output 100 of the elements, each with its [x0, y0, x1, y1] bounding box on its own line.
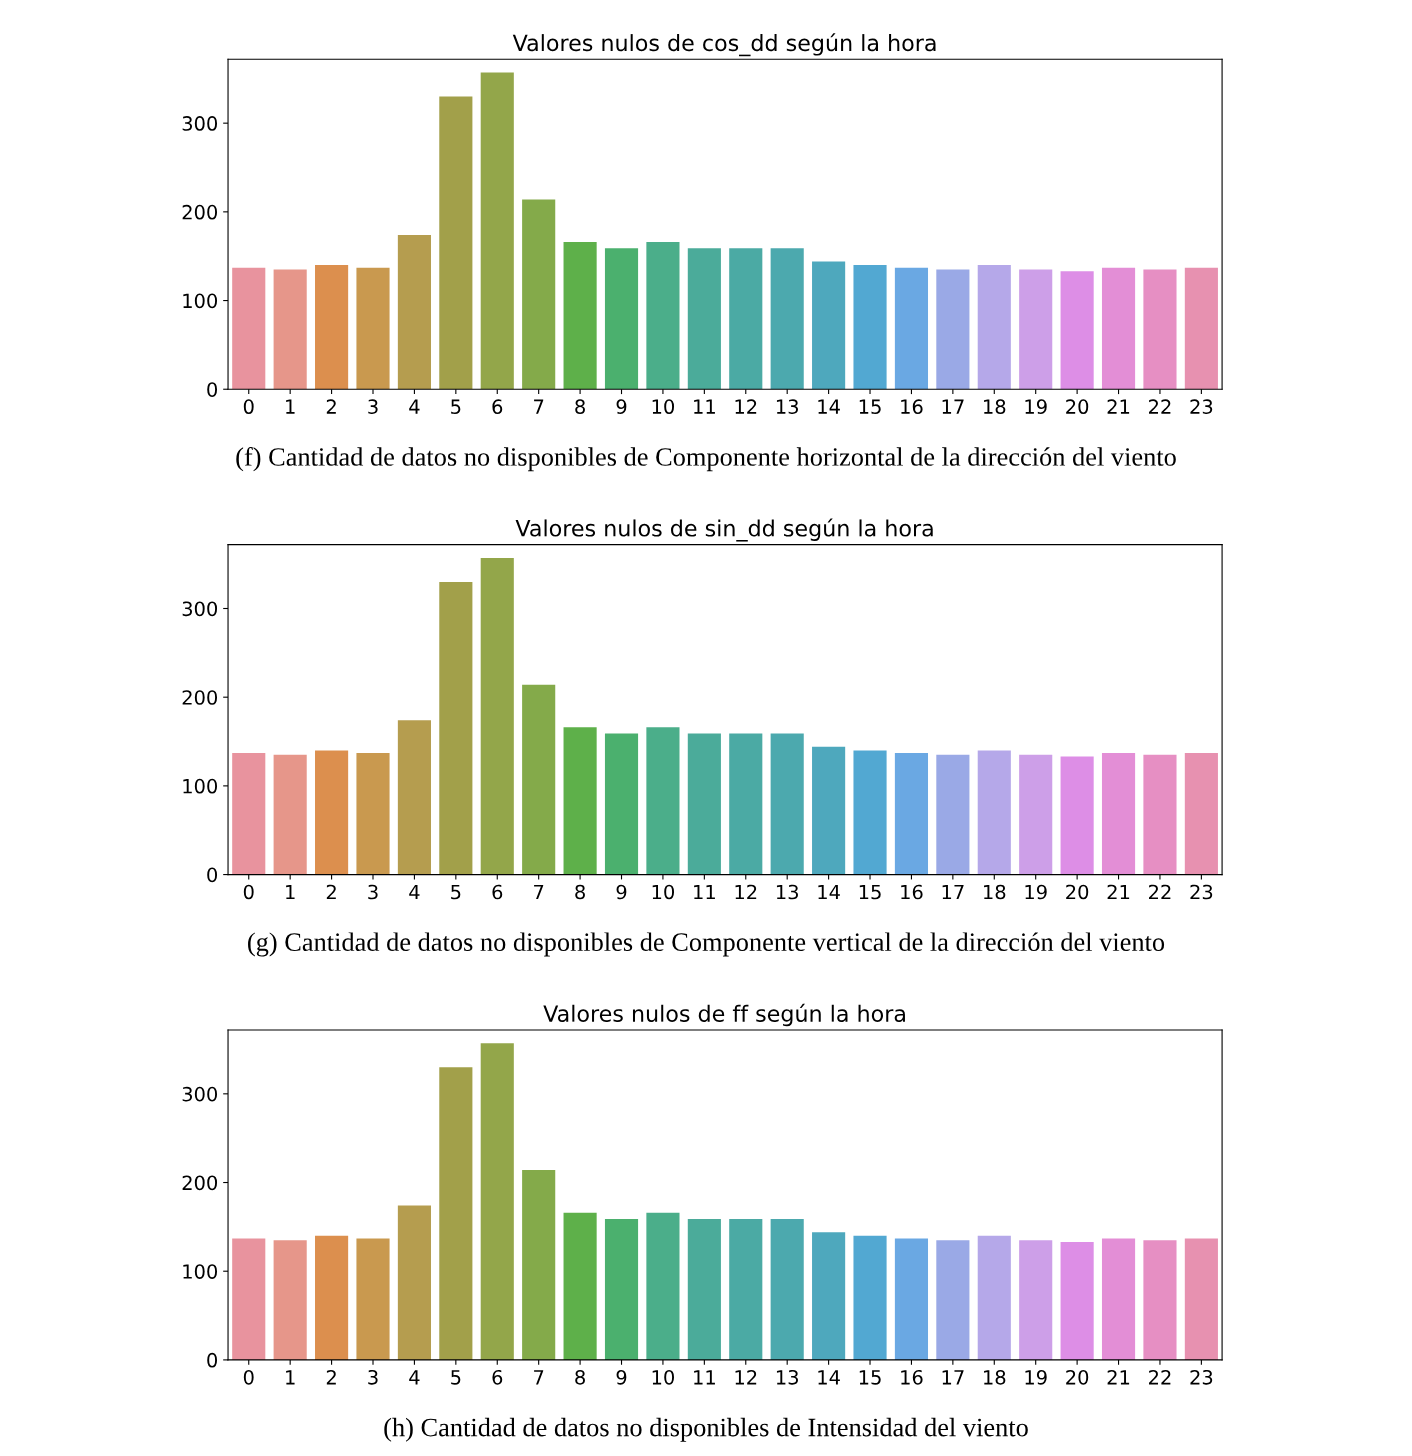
bar	[1143, 269, 1177, 390]
x-tick-label: 19	[1025, 399, 1047, 415]
text: (h) Cantidad de datos no disponibles de Intensidad del viento	[384, 1417, 1028, 1442]
x-tick-label: 20	[1066, 399, 1089, 415]
x-tick-label: 2	[326, 399, 336, 414]
x-tick-label: 1	[286, 884, 295, 900]
bar	[356, 1238, 390, 1360]
x-tick-label: 23	[1190, 399, 1213, 415]
bar	[604, 1218, 639, 1360]
bar	[273, 1240, 307, 1360]
bar	[1184, 753, 1218, 875]
bar	[894, 1238, 929, 1360]
bar	[770, 248, 804, 390]
bar	[1143, 754, 1177, 875]
x-tick-label: 14	[818, 399, 840, 414]
bar	[480, 557, 514, 875]
x-tick-label: 4	[409, 1370, 420, 1385]
bar	[315, 750, 349, 875]
bar	[1143, 1240, 1177, 1360]
x-tick-label: 17	[942, 1370, 964, 1385]
bar	[770, 733, 804, 875]
x-tick-label: 18	[984, 884, 1006, 900]
chart-title: Valores nulos de ff según la hora	[543, 1003, 905, 1027]
x-tick-label: 10	[652, 1369, 675, 1385]
bar	[232, 1238, 266, 1360]
x-tick-label: 22	[1149, 399, 1171, 414]
bar	[977, 1235, 1011, 1360]
y-tick-label: 200	[182, 690, 218, 705]
x-tick-label: 3	[368, 399, 378, 415]
bar	[604, 733, 639, 875]
bar	[936, 269, 970, 390]
bar	[894, 753, 929, 875]
x-tick-label: 0	[243, 399, 254, 415]
x-tick-label: 8	[575, 1369, 585, 1385]
x-tick-label: 22	[1149, 884, 1171, 900]
x-tick-label: 9	[616, 1369, 627, 1385]
x-tick-label: 6	[492, 884, 503, 900]
bar	[1184, 267, 1218, 390]
bar	[729, 1218, 763, 1360]
bar	[977, 265, 1011, 390]
x-tick-label: 3	[368, 884, 378, 900]
x-tick-label: 12	[735, 884, 757, 900]
x-tick-label: 0	[243, 884, 254, 900]
y-tick-label: 100	[183, 1264, 218, 1279]
x-tick-label: 4	[409, 399, 420, 414]
bar	[1060, 271, 1094, 390]
bar	[522, 684, 556, 875]
x-tick-label: 12	[735, 399, 757, 414]
bar	[439, 96, 473, 390]
x-tick-label: 23	[1190, 1369, 1213, 1385]
bar	[1101, 753, 1136, 875]
y-tick-label: 300	[182, 116, 218, 131]
bar	[315, 1235, 349, 1360]
bar	[1019, 754, 1053, 875]
x-tick-label: 15	[859, 1370, 881, 1385]
x-tick-label: 13	[776, 399, 798, 415]
x-tick-label: 16	[901, 884, 923, 900]
x-tick-label: 18	[984, 1369, 1006, 1385]
bar	[1060, 756, 1094, 875]
x-tick-label: 17	[942, 399, 964, 414]
y-tick-label: 0	[207, 867, 218, 883]
bar	[812, 1232, 846, 1360]
x-tick-label: 23	[1190, 884, 1213, 900]
bar	[356, 753, 390, 875]
bar	[1019, 1240, 1053, 1360]
bar	[853, 265, 887, 390]
bar	[1184, 1238, 1218, 1360]
x-tick-label: 18	[984, 399, 1006, 415]
x-tick-label: 21	[1107, 884, 1130, 900]
x-tick-label: 20	[1066, 1369, 1089, 1385]
x-tick-label: 2	[326, 1369, 336, 1385]
bar	[273, 754, 307, 875]
x-tick-label: 17	[942, 884, 964, 900]
bar	[1101, 267, 1136, 390]
bar	[522, 199, 556, 390]
x-tick-label: 19	[1025, 1369, 1047, 1385]
bar	[563, 242, 597, 390]
x-tick-label: 2	[326, 884, 336, 900]
text: (f) Cantidad de datos no disponibles de Componente horizontal de la dirección del viento	[236, 447, 1176, 472]
x-tick-label: 5	[451, 884, 461, 900]
bar	[936, 754, 970, 875]
bar	[232, 753, 266, 875]
x-tick-label: 9	[616, 399, 627, 415]
x-tick-label: 10	[652, 399, 675, 415]
y-tick-label: 200	[182, 204, 218, 220]
bar	[1101, 1238, 1136, 1360]
x-tick-label: 11	[694, 1370, 715, 1385]
x-tick-label: 14	[818, 884, 840, 900]
x-tick-label: 13	[776, 1369, 798, 1385]
x-tick-label: 1	[286, 399, 295, 414]
x-tick-label: 10	[652, 884, 675, 900]
chart-title: Valores nulos de sin_dd según la hora	[515, 518, 933, 542]
bar	[273, 269, 307, 390]
bar	[646, 1212, 680, 1360]
bar	[1060, 1241, 1094, 1360]
x-tick-label: 8	[575, 399, 585, 415]
x-tick-label: 4	[409, 884, 420, 900]
bar	[480, 1043, 514, 1360]
bar	[853, 750, 887, 875]
x-tick-label: 1	[286, 1370, 295, 1385]
